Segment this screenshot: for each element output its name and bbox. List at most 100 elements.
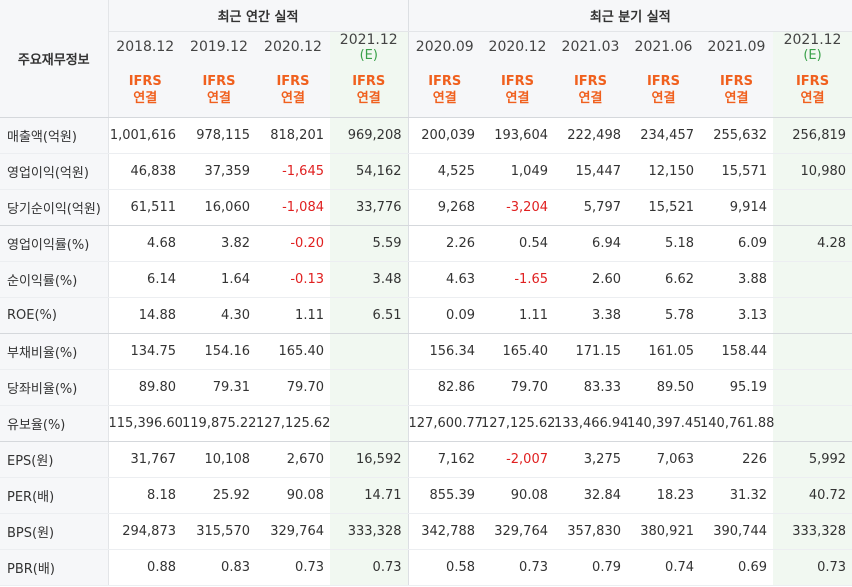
value-cell	[330, 405, 409, 442]
value-cell: 134.75	[108, 333, 182, 370]
value-cell: 0.74	[627, 549, 700, 586]
value-cell: 127,125.62	[256, 405, 330, 442]
value-cell: 0.73	[481, 549, 554, 586]
value-cell: 127,600.77	[408, 405, 483, 442]
period-header-row: 2018.12 2019.12 2020.12 2021.12 (E) 2020.09 20…	[0, 31, 852, 63]
period-label: 2021.12	[783, 31, 842, 48]
value-cell: -1,645	[256, 153, 330, 190]
value-cell: 4.30	[182, 297, 256, 334]
row-label: 부채비율(%)	[0, 333, 109, 370]
table-row: BPS(원) 294,873 315,570 329,764 333,328 342,78…	[0, 513, 852, 550]
estimate-mark: (E)	[803, 47, 822, 63]
value-cell: 7,063	[627, 441, 700, 478]
value-cell: 5.78	[627, 297, 700, 334]
period-header: 2020.12	[256, 31, 330, 63]
period-label: 2021.09	[707, 39, 766, 55]
value-cell: 2.26	[408, 225, 481, 262]
value-cell: 115,396.60	[108, 405, 183, 442]
value-cell: 165.40	[256, 333, 330, 370]
value-cell: 4.28	[773, 225, 852, 262]
row-label: 매출액(억원)	[0, 117, 109, 154]
value-cell: 15,571	[700, 153, 773, 190]
value-cell: 133,466.94	[554, 405, 628, 442]
value-cell: 90.08	[481, 477, 554, 514]
value-cell: 3.38	[554, 297, 627, 334]
value-cell: 14.88	[108, 297, 182, 334]
value-cell: 165.40	[481, 333, 554, 370]
value-cell: 15,447	[554, 153, 627, 190]
value-cell	[773, 333, 852, 370]
ifrs-label: IFRS	[719, 74, 754, 89]
table-row: PBR(배) 0.88 0.83 0.73 0.73 0.58 0.73 0.79 0.74 0.…	[0, 549, 852, 586]
value-cell: 0.73	[773, 549, 852, 586]
period-header: 2018.12	[108, 31, 182, 63]
value-cell: 978,115	[182, 117, 256, 154]
ifrs-label: IFRS	[128, 74, 162, 89]
consolidated-label: 연결	[578, 91, 603, 106]
table-row: ROE(%) 14.88 4.30 1.11 6.51 0.09 1.11 3.38 5.78 3…	[0, 297, 852, 334]
period-header: 2021.09	[700, 31, 773, 63]
value-cell: 200,039	[408, 117, 481, 154]
consolidated-label: 연결	[505, 91, 530, 106]
value-cell: 315,570	[182, 513, 256, 550]
value-cell: 1.11	[481, 297, 554, 334]
value-cell: -1,084	[256, 189, 330, 226]
value-cell	[773, 261, 852, 298]
estimate-mark: (E)	[359, 47, 378, 63]
value-cell: 95.19	[700, 369, 773, 406]
ifrs-label: IFRS	[646, 74, 681, 89]
period-header: 2021.03	[554, 31, 627, 63]
value-cell: 226	[700, 441, 773, 478]
value-cell: -0.13	[256, 261, 330, 298]
value-cell: 256,819	[773, 117, 852, 154]
value-cell: 156.34	[408, 333, 481, 370]
row-label: 영업이익(억원)	[0, 153, 109, 190]
value-cell: 855.39	[408, 477, 481, 514]
value-cell: 6.14	[108, 261, 182, 298]
ifrs-basis-cell: IFRS 연결	[108, 63, 182, 118]
consolidated-label: 연결	[281, 91, 305, 106]
value-cell: 0.69	[700, 549, 773, 586]
value-cell: 40.72	[773, 477, 852, 514]
value-cell: 171.15	[554, 333, 627, 370]
consolidated-label: 연결	[800, 91, 825, 106]
value-cell: 25.92	[182, 477, 256, 514]
period-label: 2020.12	[264, 39, 322, 55]
value-cell	[773, 405, 852, 442]
period-header: 2021.06	[627, 31, 700, 63]
value-cell: 54,162	[330, 153, 409, 190]
period-label: 2021.03	[561, 39, 620, 55]
row-label: BPS(원)	[0, 513, 109, 550]
ifrs-label: IFRS	[795, 74, 830, 89]
value-cell: 2.60	[554, 261, 627, 298]
value-cell: 46,838	[108, 153, 182, 190]
value-cell: 5.18	[627, 225, 700, 262]
table-row: 부채비율(%) 134.75 154.16 165.40 156.34 165.40 171…	[0, 333, 852, 370]
value-cell	[773, 369, 852, 406]
table-row: 영업이익(억원) 46,838 37,359 -1,645 54,162 4,525 1,0…	[0, 153, 852, 190]
value-cell: 818,201	[256, 117, 330, 154]
value-cell: 390,744	[700, 513, 773, 550]
period-header: 2019.12	[182, 31, 256, 63]
period-header: 2020.09	[408, 31, 481, 63]
value-cell: 127,125.62	[481, 405, 555, 442]
value-cell: 0.73	[330, 549, 409, 586]
table-row: EPS(원) 31,767 10,108 2,670 16,592 7,162 -2,007…	[0, 441, 852, 478]
value-cell	[773, 297, 852, 334]
table-row: PER(배) 8.18 25.92 90.08 14.71 855.39 90.08 32.8…	[0, 477, 852, 514]
row-label: PBR(배)	[0, 549, 109, 586]
value-cell: -1.65	[481, 261, 554, 298]
period-label: 2020.12	[488, 39, 547, 55]
value-cell: 193,604	[481, 117, 554, 154]
ifrs-basis-cell: IFRS 연결	[481, 63, 554, 118]
period-label: 2020.09	[415, 39, 474, 55]
value-cell: 79.31	[182, 369, 256, 406]
table-row: 영업이익률(%) 4.68 3.82 -0.20 5.59 2.26 0.54 6.94 5.1…	[0, 225, 852, 262]
accounting-basis-row: IFRS 연결 IFRS 연결 IFRS 연결 IFRS 연결 IFRS 연결 IFRS 연결 IFRS…	[0, 63, 852, 118]
value-cell	[330, 369, 409, 406]
value-cell: 161.05	[627, 333, 700, 370]
value-cell: 0.79	[554, 549, 627, 586]
value-cell: 83.33	[554, 369, 627, 406]
period-label: 2019.12	[190, 39, 248, 55]
